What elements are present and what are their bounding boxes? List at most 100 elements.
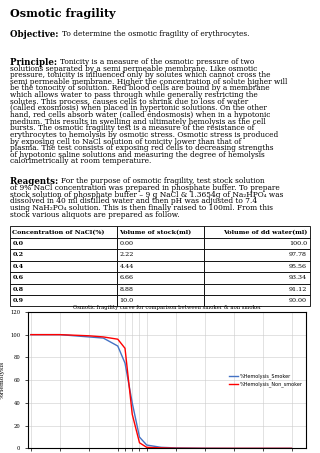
Line: %Hemolysis_Smoker: %Hemolysis_Smoker <box>31 335 292 448</box>
Text: 0.00: 0.00 <box>119 241 133 246</box>
Text: Principle:: Principle: <box>10 58 60 67</box>
Text: Osmotic fragility: Osmotic fragility <box>10 8 116 19</box>
Text: 0.4: 0.4 <box>12 264 24 269</box>
%Hemolysis_Non_smoker <box>116 337 120 342</box>
Bar <box>204 272 310 284</box>
%Hemolysis_Non_smoker <box>130 412 134 417</box>
Text: solutions separated by a semi permeable membrane. Like osmotic: solutions separated by a semi permeable … <box>10 65 257 72</box>
Legend: %Hemolysis_Smoker, %Hemolysis_Non_smoker: %Hemolysis_Smoker, %Hemolysis_Non_smoker <box>228 372 304 388</box>
%Hemolysis_Non_smoker <box>203 446 207 451</box>
Text: 0.0: 0.0 <box>12 241 23 246</box>
Bar <box>204 226 310 238</box>
Text: 0.2: 0.2 <box>12 252 24 257</box>
Bar <box>116 238 204 249</box>
Bar <box>10 238 116 249</box>
Text: hand, red cells absorb water (called endosmosis) when in a hypotonic: hand, red cells absorb water (called end… <box>10 111 270 119</box>
Text: 91.12: 91.12 <box>289 287 307 292</box>
%Hemolysis_Smoker <box>29 332 33 337</box>
%Hemolysis_Non_smoker <box>290 446 293 451</box>
Line: %Hemolysis_Non_smoker: %Hemolysis_Non_smoker <box>31 335 292 448</box>
Text: plasma. The test consists of exposing red cells to decreasing strengths: plasma. The test consists of exposing re… <box>10 144 274 152</box>
Bar <box>116 249 204 260</box>
Text: solutes. This process, causes cells to shrink due to loss of water: solutes. This process, causes cells to s… <box>10 98 248 106</box>
Bar <box>10 226 116 238</box>
%Hemolysis_Non_smoker <box>101 334 105 340</box>
Bar <box>10 272 116 284</box>
%Hemolysis_Smoker <box>138 434 141 440</box>
%Hemolysis_Non_smoker <box>174 445 178 451</box>
Text: 10.0: 10.0 <box>119 298 134 303</box>
Text: 93.34: 93.34 <box>289 275 307 280</box>
Bar <box>116 295 204 306</box>
Bar <box>10 260 116 272</box>
Text: by exposing cell to NaCl solution of tonicity lower than that of: by exposing cell to NaCl solution of ton… <box>10 138 241 145</box>
Text: of hypotonic saline solutions and measuring the degree of hemolysis: of hypotonic saline solutions and measur… <box>10 151 265 159</box>
Bar <box>204 260 310 272</box>
%Hemolysis_Smoker <box>101 335 105 341</box>
Text: stock various aliquots are prepared as follow.: stock various aliquots are prepared as f… <box>10 211 180 219</box>
Bar <box>116 284 204 295</box>
Bar <box>116 260 204 272</box>
Text: semi permeable membrane. Higher the concentration of solute higher will: semi permeable membrane. Higher the conc… <box>10 78 287 86</box>
%Hemolysis_Non_smoker <box>232 446 236 451</box>
Text: Objective:: Objective: <box>10 30 61 39</box>
Text: To determine the osmotic fragility of erythrocytes.: To determine the osmotic fragility of er… <box>61 30 249 38</box>
%Hemolysis_Non_smoker <box>145 444 149 450</box>
%Hemolysis_Smoker <box>203 445 207 451</box>
Text: 0.9: 0.9 <box>12 298 23 303</box>
Text: stock solution of phosphate buffer – 9 g NaCl & 1.3654g of Na₂HPO₄ was: stock solution of phosphate buffer – 9 g… <box>10 191 284 199</box>
Text: dissolved in 40 ml distilled water and then pH was adjusted to 7.4: dissolved in 40 ml distilled water and t… <box>10 198 257 205</box>
Bar <box>204 295 310 306</box>
Bar <box>116 272 204 284</box>
%Hemolysis_Non_smoker <box>58 332 62 337</box>
%Hemolysis_Non_smoker <box>123 346 127 351</box>
Text: 8.88: 8.88 <box>119 287 133 292</box>
%Hemolysis_Non_smoker <box>261 446 265 451</box>
Bar <box>204 284 310 295</box>
Bar <box>10 295 116 306</box>
Text: 100.0: 100.0 <box>289 241 307 246</box>
Text: 0.8: 0.8 <box>12 287 24 292</box>
Text: which allows water to pass through while generally restricting the: which allows water to pass through while… <box>10 91 258 99</box>
Text: Concentration of NaCl(%): Concentration of NaCl(%) <box>12 230 105 235</box>
Text: be the tonocity of solution. Red blood cells are bound by a membrane: be the tonocity of solution. Red blood c… <box>10 85 270 92</box>
%Hemolysis_Non_smoker <box>138 440 141 445</box>
Text: 4.44: 4.44 <box>119 264 134 269</box>
Text: of 9% NaCl concentration was prepared in phosphate buffer. To prepare: of 9% NaCl concentration was prepared in… <box>10 184 280 192</box>
Text: Volume of dd water(ml): Volume of dd water(ml) <box>223 230 307 235</box>
%Hemolysis_Non_smoker <box>87 333 91 338</box>
%Hemolysis_Non_smoker <box>29 332 33 337</box>
Text: 95.56: 95.56 <box>289 264 307 269</box>
Bar <box>204 238 310 249</box>
Y-axis label: %Hemolysis: %Hemolysis <box>0 361 5 400</box>
Text: Tonicity is a measure of the osmotic pressure of two: Tonicity is a measure of the osmotic pre… <box>60 58 254 66</box>
Text: Reagents:: Reagents: <box>10 178 61 187</box>
Text: (called exosmosis) when placed in hypertonic solutions. On the other: (called exosmosis) when placed in hypert… <box>10 104 267 112</box>
Text: 6.66: 6.66 <box>119 275 133 280</box>
%Hemolysis_Smoker <box>130 400 134 405</box>
%Hemolysis_Smoker <box>58 332 62 337</box>
%Hemolysis_Smoker <box>290 446 293 451</box>
Text: 0.6: 0.6 <box>12 275 24 280</box>
Text: bursts. The osmotic fragility test is a measure of the resistance of: bursts. The osmotic fragility test is a … <box>10 124 254 132</box>
Bar <box>10 249 116 260</box>
Text: calorimetrically at room temperature.: calorimetrically at room temperature. <box>10 157 151 165</box>
Text: 2.22: 2.22 <box>119 252 134 257</box>
%Hemolysis_Smoker <box>87 334 91 340</box>
Text: Volume of stock(ml): Volume of stock(ml) <box>119 230 192 235</box>
Bar <box>204 249 310 260</box>
%Hemolysis_Smoker <box>174 445 178 451</box>
Text: pressure, tonicity is influenced only by solutes which cannot cross the: pressure, tonicity is influenced only by… <box>10 71 270 79</box>
Text: 90.00: 90.00 <box>289 298 307 303</box>
%Hemolysis_Smoker <box>261 446 265 451</box>
Title: Osmotic fragility curve for comparison between smoker & non smoker: Osmotic fragility curve for comparison b… <box>73 305 261 310</box>
%Hemolysis_Smoker <box>159 444 163 450</box>
Text: For the purpose of osmotic fragility, test stock solution: For the purpose of osmotic fragility, te… <box>61 178 265 185</box>
%Hemolysis_Smoker <box>145 442 149 448</box>
Bar <box>10 284 116 295</box>
Text: medium. This results in swelling and ultimately hemolysis as the cell: medium. This results in swelling and ult… <box>10 118 266 125</box>
%Hemolysis_Non_smoker <box>159 445 163 451</box>
Text: using NaH₂PO₄ solution. This is then finally raised to 100ml. From this: using NaH₂PO₄ solution. This is then fin… <box>10 204 273 212</box>
Text: erythrocytes to hemolysis by osmotic stress. Osmotic stress is produced: erythrocytes to hemolysis by osmotic str… <box>10 131 278 139</box>
%Hemolysis_Smoker <box>116 343 120 349</box>
